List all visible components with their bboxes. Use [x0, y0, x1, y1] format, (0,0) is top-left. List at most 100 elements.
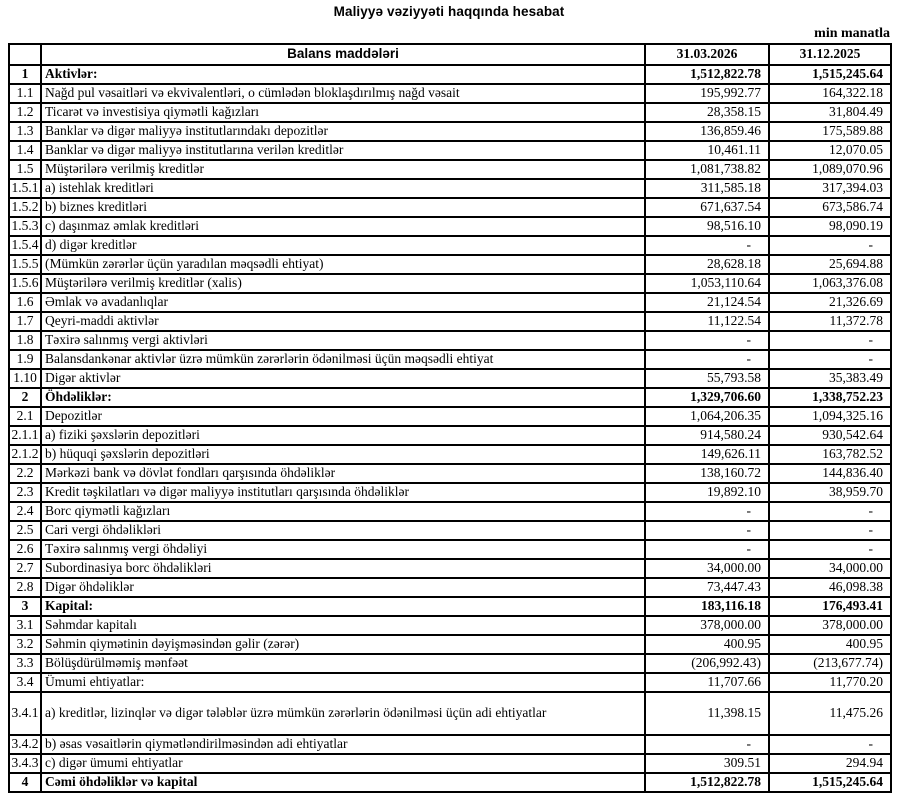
row-item: Təxirə salınmış vergi öhdəliyi [40, 539, 646, 560]
table-row: 1.7 Qeyri-maddi aktivlər 11,122.54 11,372.7… [8, 311, 892, 332]
header-cell-date-2: 31.12.2025 [768, 43, 892, 66]
table-row: 2.1 Depozitlər 1,064,206.35 1,094,325.16 [8, 406, 892, 427]
row-value-previous: 98,090.19 [768, 216, 892, 237]
row-num: 3.4.1 [8, 691, 42, 736]
header-cell-item: Balans maddələri [40, 43, 646, 66]
row-value-previous: 34,000.00 [768, 558, 892, 579]
row-item: Banklar və digər maliyyə institutlarında… [40, 121, 646, 142]
row-value-previous: 1,094,325.16 [768, 406, 892, 427]
row-value-current: - [644, 330, 770, 351]
row-value-previous: 25,694.88 [768, 254, 892, 275]
table-row: 2.1.1 a) fiziki şəxslərin depozitləri 914,… [8, 425, 892, 446]
row-value-previous: 176,493.41 [768, 596, 892, 617]
row-value-current: - [644, 734, 770, 755]
table-row: 2.3 Kredit təşkilatları və digər maliyyə … [8, 482, 892, 503]
row-value-previous: 1,338,752.23 [768, 387, 892, 408]
row-value-previous: 11,372.78 [768, 311, 892, 332]
table-row: 1.10 Digər aktivlər 55,793.58 35,383.49 [8, 368, 892, 389]
row-value-current: 1,081,738.82 [644, 159, 770, 180]
row-value-current: 195,992.77 [644, 83, 770, 104]
row-item: a) fiziki şəxslərin depozitləri [40, 425, 646, 446]
row-item: Kredit təşkilatları və digər maliyyə ins… [40, 482, 646, 503]
table-row: 3.4.3 c) digər ümumi ehtiyatlar 309.51 294.… [8, 753, 892, 774]
table-row: 1.9 Balansdankənar aktivlər üzrə mümkün z… [8, 349, 892, 370]
table-body: 1 Aktivlər: 1,512,822.78 1,515,245.64 1.1 Nağ… [8, 64, 892, 793]
row-item: Subordinasiya borc öhdəlikləri [40, 558, 646, 579]
row-item: Səhmdar kapitalı [40, 615, 646, 636]
row-value-previous: 317,394.03 [768, 178, 892, 199]
row-num: 2.8 [8, 577, 42, 598]
table-row: 1.6 Əmlak və avadanlıqlar 21,124.54 21,326.… [8, 292, 892, 313]
row-num: 1.5.4 [8, 235, 42, 256]
row-num: 2 [8, 387, 42, 408]
header-cell-num [8, 43, 42, 66]
row-value-previous: 31,804.49 [768, 102, 892, 123]
row-value-previous: 294.94 [768, 753, 892, 774]
row-value-previous: 400.95 [768, 634, 892, 655]
row-value-previous: 930,542.64 [768, 425, 892, 446]
row-num: 1.2 [8, 102, 42, 123]
row-item: Nağd pul vəsaitləri və ekvivalentləri, o… [40, 83, 646, 104]
row-item: Borc qiymətli kağızları [40, 501, 646, 522]
row-item: Öhdəliklər: [40, 387, 646, 408]
row-item: Cəmi öhdəliklər və kapital [40, 772, 646, 793]
row-value-previous: 175,589.88 [768, 121, 892, 142]
row-num: 1.5.6 [8, 273, 42, 294]
row-value-previous: 163,782.52 [768, 444, 892, 465]
row-value-current: 21,124.54 [644, 292, 770, 313]
row-value-current: 34,000.00 [644, 558, 770, 579]
row-value-previous: (213,677.74) [768, 653, 892, 674]
row-item: c) daşınmaz əmlak kreditləri [40, 216, 646, 237]
row-value-current: 98,516.10 [644, 216, 770, 237]
row-num: 2.4 [8, 501, 42, 522]
table-row: 3.3 Bölüşdürülməmiş mənfəət (206,992.43) (2… [8, 653, 892, 674]
header-cell-date-1: 31.03.2026 [644, 43, 770, 66]
row-value-current: (206,992.43) [644, 653, 770, 674]
table-row: 2.7 Subordinasiya borc öhdəlikləri 34,000.… [8, 558, 892, 579]
row-item: Digər öhdəliklər [40, 577, 646, 598]
row-value-previous: 1,063,376.08 [768, 273, 892, 294]
row-value-previous: 12,070.05 [768, 140, 892, 161]
unit-note: min manatla [814, 26, 890, 41]
row-value-current: 309.51 [644, 753, 770, 774]
row-num: 1.4 [8, 140, 42, 161]
row-value-current: 55,793.58 [644, 368, 770, 389]
row-num: 3.1 [8, 615, 42, 636]
row-value-previous: - [768, 349, 892, 370]
row-value-current: 1,064,206.35 [644, 406, 770, 427]
row-value-previous: - [768, 235, 892, 256]
table-row: 4 Cəmi öhdəliklər və kapital 1,512,822.78 1… [8, 772, 892, 793]
row-num: 2.1.1 [8, 425, 42, 446]
row-value-current: - [644, 501, 770, 522]
row-value-previous: - [768, 734, 892, 755]
row-value-previous: 378,000.00 [768, 615, 892, 636]
table-row: 3.4 Ümumi ehtiyatlar: 11,707.66 11,770.20 [8, 672, 892, 693]
row-item: (Mümkün zərərlər üçün yaradılan məqsədli… [40, 254, 646, 275]
row-value-previous: 11,475.26 [768, 691, 892, 736]
table-row: 1.5.3 c) daşınmaz əmlak kreditləri 98,516.… [8, 216, 892, 237]
row-item: Mərkəzi bank və dövlət fondları qarşısın… [40, 463, 646, 484]
row-item: Aktivlər: [40, 64, 646, 85]
table-row: 2.5 Cari vergi öhdəlikləri - - [8, 520, 892, 541]
row-num: 3.3 [8, 653, 42, 674]
table-row: 2 Öhdəliklər: 1,329,706.60 1,338,752.23 [8, 387, 892, 408]
row-item: Digər aktivlər [40, 368, 646, 389]
row-value-current: 19,892.10 [644, 482, 770, 503]
row-value-current: 378,000.00 [644, 615, 770, 636]
row-value-previous: 21,326.69 [768, 292, 892, 313]
row-value-current: 1,329,706.60 [644, 387, 770, 408]
row-value-previous: 46,098.38 [768, 577, 892, 598]
row-num: 2.1 [8, 406, 42, 427]
table-row: 1.8 Təxirə salınmış vergi aktivləri - - [8, 330, 892, 351]
row-value-current: 136,859.46 [644, 121, 770, 142]
table-row: 1.4 Banklar və digər maliyyə institutları… [8, 140, 892, 161]
row-value-current: 1,512,822.78 [644, 772, 770, 793]
row-value-current: 149,626.11 [644, 444, 770, 465]
row-value-current: 914,580.24 [644, 425, 770, 446]
row-num: 2.3 [8, 482, 42, 503]
balance-table: Balans maddələri 31.03.2026 31.12.2025 1… [8, 43, 892, 793]
row-num: 3.2 [8, 634, 42, 655]
row-value-previous: 35,383.49 [768, 368, 892, 389]
row-item: Kapital: [40, 596, 646, 617]
row-item: d) digər kreditlər [40, 235, 646, 256]
